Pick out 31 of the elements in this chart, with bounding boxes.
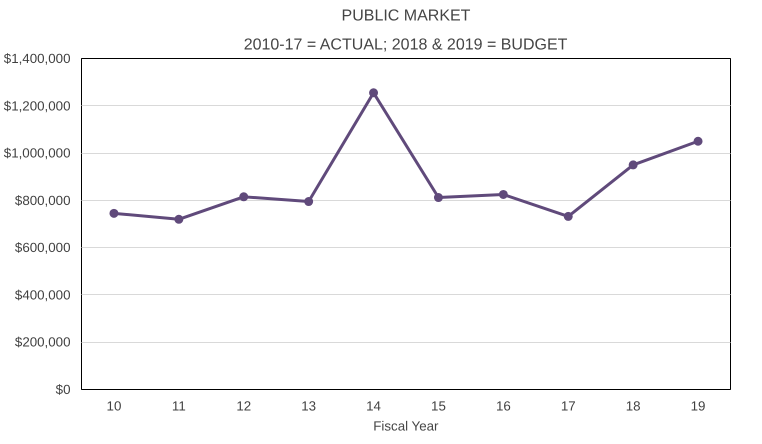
x-tick-label: 12 bbox=[236, 398, 252, 414]
x-tick-label: 10 bbox=[106, 398, 122, 414]
x-axis-title: Fiscal Year bbox=[373, 418, 440, 434]
y-tick-label: $1,000,000 bbox=[4, 146, 71, 161]
point bbox=[369, 88, 378, 98]
x-tick-label: 19 bbox=[690, 398, 706, 414]
chart-title: PUBLIC MARKET bbox=[342, 8, 471, 24]
x-tick-label: 17 bbox=[560, 398, 576, 414]
y-tick-label: $1,200,000 bbox=[4, 98, 71, 114]
x-tick-label: 16 bbox=[496, 398, 511, 414]
point bbox=[174, 214, 184, 224]
y-tick-label: $200,000 bbox=[14, 334, 71, 350]
point bbox=[434, 193, 443, 202]
x-tick-label: 18 bbox=[626, 398, 641, 414]
chart-subtitle: 2010-17 = ACTUAL; 2018 & 2019 = BUDGET bbox=[244, 36, 568, 54]
y-tick-label: $1,400,000 bbox=[4, 51, 71, 66]
y-tick-label: $400,000 bbox=[14, 287, 71, 302]
point bbox=[628, 160, 638, 170]
point bbox=[498, 190, 508, 199]
x-tick-label: 15 bbox=[431, 398, 446, 414]
point bbox=[239, 192, 248, 202]
y-tick-label: $600,000 bbox=[14, 240, 71, 256]
point bbox=[694, 136, 703, 146]
y-tick-label: $0 bbox=[56, 382, 71, 397]
point bbox=[109, 208, 118, 218]
x-tick-label: 11 bbox=[172, 398, 186, 414]
point bbox=[304, 197, 314, 206]
point bbox=[564, 212, 573, 221]
x-tick-label: 13 bbox=[301, 398, 316, 414]
y-tick-label: $800,000 bbox=[14, 192, 71, 208]
x-tick-label: 14 bbox=[366, 398, 382, 414]
